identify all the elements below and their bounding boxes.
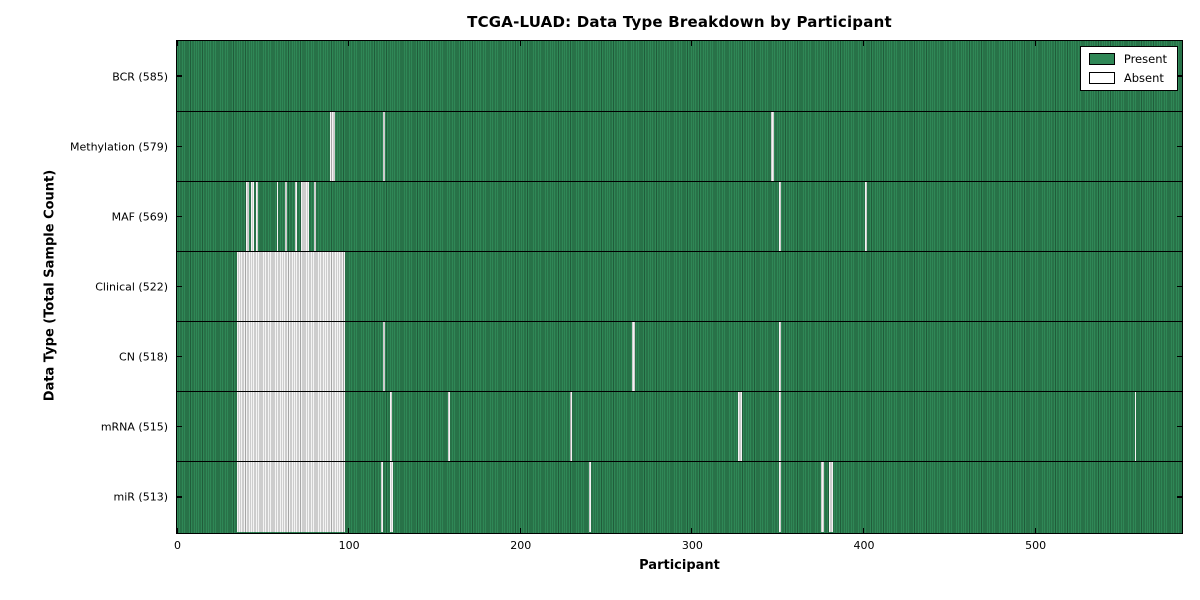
y-tick-label: CN (518) bbox=[119, 350, 168, 364]
plot-area: Present Absent bbox=[176, 40, 1183, 534]
x-tick bbox=[176, 528, 178, 533]
y-tick bbox=[177, 75, 182, 77]
legend-item-present: Present bbox=[1088, 52, 1167, 66]
absent-stripe bbox=[779, 181, 782, 252]
y-tick bbox=[177, 215, 182, 217]
y-tick-label: BCR (585) bbox=[112, 70, 168, 84]
ticks-layer bbox=[176, 41, 1182, 533]
y-tick-label: MAF (569) bbox=[111, 210, 168, 224]
y-tick-right bbox=[1177, 285, 1182, 288]
legend-present-label: Present bbox=[1123, 52, 1167, 66]
x-tick-top bbox=[1034, 41, 1036, 46]
absent-stripe bbox=[779, 391, 782, 462]
absent-stripe bbox=[237, 251, 346, 322]
absent-stripe bbox=[382, 321, 385, 392]
absent-stripe bbox=[1134, 391, 1137, 462]
absent-stripe bbox=[237, 461, 346, 532]
legend-item-absent: Absent bbox=[1088, 71, 1167, 85]
y-tick bbox=[177, 496, 182, 498]
x-tick bbox=[519, 528, 521, 533]
x-tick-top bbox=[519, 41, 521, 46]
absent-stripe bbox=[295, 181, 298, 252]
y-tick-right bbox=[1177, 426, 1182, 428]
chart-title: TCGA-LUAD: Data Type Breakdown by Partic… bbox=[467, 13, 892, 31]
y-tick-right bbox=[1177, 215, 1182, 217]
absent-stripe bbox=[389, 391, 392, 462]
absent-stripe bbox=[300, 181, 310, 252]
absent-stripe bbox=[329, 111, 335, 182]
y-tick-right bbox=[1177, 145, 1182, 147]
absent-stripe bbox=[382, 111, 385, 182]
present-swatch-icon bbox=[1088, 53, 1115, 65]
row-separator bbox=[177, 180, 1182, 182]
absent-stripe bbox=[389, 461, 394, 532]
x-tick-label: 500 bbox=[1025, 539, 1047, 552]
y-axis-label: Data Type (Total Sample Count) bbox=[42, 169, 58, 402]
absent-stripe bbox=[779, 461, 782, 532]
row-separator bbox=[177, 461, 1182, 463]
y-tick bbox=[177, 356, 182, 358]
x-tick-label: 100 bbox=[338, 539, 360, 552]
absent-stripe bbox=[779, 321, 782, 392]
absent-stripe bbox=[631, 321, 636, 392]
absent-stripe bbox=[255, 181, 258, 252]
y-tick bbox=[177, 145, 182, 147]
y-tick-label: Methylation (579) bbox=[70, 140, 168, 154]
x-tick bbox=[862, 528, 865, 533]
x-tick-top bbox=[176, 41, 178, 46]
absent-stripe bbox=[570, 391, 572, 462]
absent-stripe bbox=[250, 181, 255, 252]
x-tick-label: 200 bbox=[510, 539, 532, 552]
absent-stripe bbox=[285, 181, 287, 252]
x-tick bbox=[348, 528, 350, 533]
absent-stripes-layer bbox=[177, 41, 1182, 533]
absent-stripe bbox=[588, 461, 591, 532]
absent-stripe bbox=[314, 181, 316, 252]
y-tick-label: miR (513) bbox=[113, 490, 169, 504]
y-tick-right bbox=[1177, 496, 1182, 498]
y-tick-label: mRNA (515) bbox=[100, 420, 168, 434]
x-tick-top bbox=[691, 41, 693, 46]
absent-stripe bbox=[770, 111, 775, 182]
x-tick-top bbox=[348, 41, 350, 46]
row-separator bbox=[177, 391, 1182, 393]
absent-stripe bbox=[276, 181, 279, 252]
row-separator bbox=[177, 321, 1182, 323]
row-separator bbox=[177, 250, 1182, 252]
y-tick bbox=[177, 285, 182, 288]
y-tick bbox=[177, 426, 182, 428]
absent-stripe bbox=[245, 181, 250, 252]
absent-stripe bbox=[865, 181, 867, 252]
legend-absent-label: Absent bbox=[1123, 71, 1164, 85]
x-tick bbox=[1034, 528, 1036, 533]
x-tick-label: 400 bbox=[853, 539, 875, 552]
absent-swatch-icon bbox=[1088, 72, 1115, 84]
x-tick-label: 300 bbox=[681, 539, 703, 552]
absent-stripe bbox=[237, 321, 346, 392]
y-tick-label: Clinical (522) bbox=[95, 280, 168, 294]
y-tick-right bbox=[1177, 356, 1182, 358]
absent-stripe bbox=[829, 461, 833, 532]
absent-stripe bbox=[237, 391, 346, 462]
x-tick bbox=[691, 528, 693, 533]
cell-border-texture bbox=[177, 41, 1182, 533]
absent-stripe bbox=[381, 461, 383, 532]
absent-stripe bbox=[738, 391, 742, 462]
x-tick-top bbox=[862, 41, 865, 46]
row-separator bbox=[177, 110, 1182, 112]
x-tick-label: 0 bbox=[174, 539, 181, 552]
absent-stripe bbox=[820, 461, 824, 532]
legend: Present Absent bbox=[1079, 46, 1178, 91]
row-separators-layer bbox=[177, 41, 1182, 533]
absent-stripe bbox=[448, 391, 450, 462]
x-axis-label: Participant bbox=[639, 558, 720, 573]
